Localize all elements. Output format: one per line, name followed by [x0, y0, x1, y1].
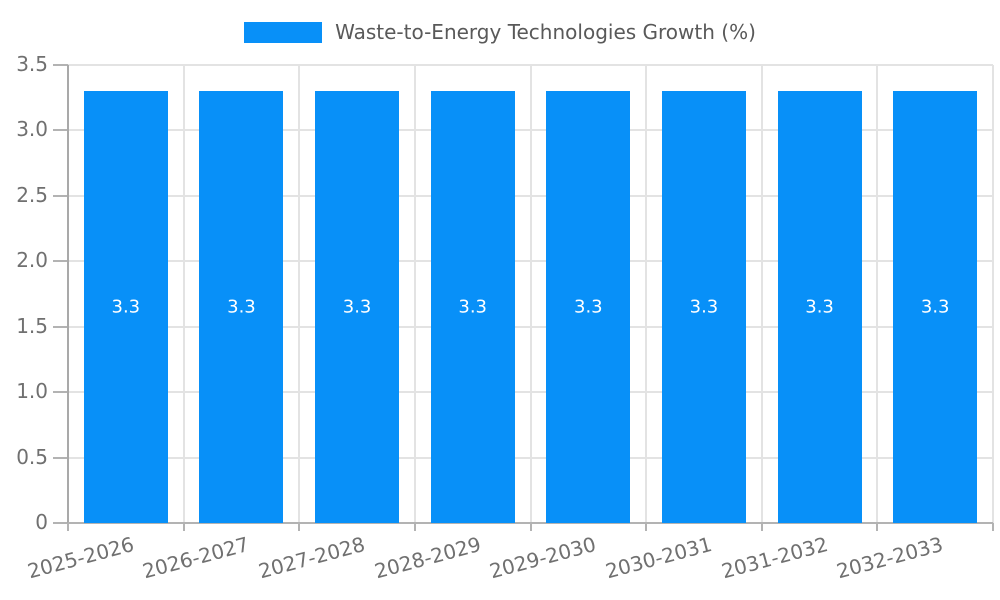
gridline-vertical: [760, 65, 763, 523]
y-tick-label: 2.5: [16, 182, 48, 207]
legend-label: Waste-to-Energy Technologies Growth (%): [335, 20, 756, 44]
y-tick-label: 0: [35, 510, 48, 534]
bar-value-label: 3.3: [920, 296, 950, 318]
y-tick-label: 1.0: [16, 379, 48, 404]
y-axis-line: [67, 65, 69, 523]
bar-value-label: 3.3: [689, 296, 719, 318]
bar[interactable]: [83, 91, 168, 523]
x-tick-mark: [182, 523, 185, 531]
bar[interactable]: [661, 91, 746, 523]
x-tick-label: 2032-2033: [834, 531, 946, 584]
bar[interactable]: [315, 91, 400, 523]
bar[interactable]: [199, 91, 284, 523]
y-tick-label: 1.5: [16, 313, 48, 338]
gridline-vertical: [182, 65, 185, 523]
x-tick-label: 2028-2029: [371, 531, 484, 584]
y-tick-label: 0.5: [16, 444, 48, 469]
chart-legend: Waste-to-Energy Technologies Growth (%): [0, 20, 1000, 44]
x-axis-line: [68, 522, 993, 524]
x-tick-mark: [67, 523, 69, 531]
x-tick-mark: [992, 523, 994, 531]
x-tick-label: 2025-2026: [24, 531, 137, 584]
y-tick-mark: [53, 391, 68, 394]
x-tick-label: 2030-2031: [602, 531, 715, 584]
bar-value-label: 3.3: [458, 296, 488, 318]
gridline-vertical: [529, 65, 532, 523]
y-tick-mark: [53, 325, 68, 328]
y-tick-mark: [53, 456, 68, 459]
x-tick-mark: [298, 523, 301, 531]
gridline-vertical: [298, 65, 301, 523]
gridline-vertical: [992, 65, 994, 523]
x-tick-mark: [876, 523, 879, 531]
bar-value-label: 3.3: [342, 296, 372, 318]
y-tick-mark: [53, 64, 68, 66]
gridline-vertical: [645, 65, 648, 523]
x-tick-mark: [413, 523, 416, 531]
bar-value-label: 3.3: [111, 296, 141, 318]
x-tick-label: 2027-2028: [256, 531, 368, 584]
y-tick-mark: [53, 129, 68, 132]
bar[interactable]: [777, 91, 862, 523]
y-tick-mark: [53, 260, 68, 263]
y-tick-label: 2.0: [16, 248, 48, 273]
x-tick-mark: [760, 523, 763, 531]
bar-value-label: 3.3: [573, 296, 603, 318]
bar-value-label: 3.3: [227, 296, 256, 318]
x-tick-mark: [529, 523, 532, 531]
y-tick-mark: [53, 194, 68, 197]
gridline-vertical: [876, 65, 879, 523]
x-tick-label: 2026-2027: [140, 531, 252, 584]
y-tick-label: 3.5: [16, 52, 48, 76]
y-tick-mark: [53, 522, 68, 524]
gridline-vertical: [413, 65, 416, 523]
x-tick-mark: [645, 523, 648, 531]
legend-item[interactable]: Waste-to-Energy Technologies Growth (%): [244, 20, 756, 44]
y-tick-label: 3.0: [16, 117, 48, 142]
bar[interactable]: [430, 91, 515, 523]
bar[interactable]: [546, 91, 631, 523]
bar[interactable]: [893, 91, 978, 523]
legend-color-swatch: [244, 21, 323, 43]
bar-value-label: 3.3: [805, 296, 834, 318]
x-tick-label: 2029-2030: [487, 531, 599, 584]
x-tick-label: 2031-2032: [718, 531, 831, 584]
